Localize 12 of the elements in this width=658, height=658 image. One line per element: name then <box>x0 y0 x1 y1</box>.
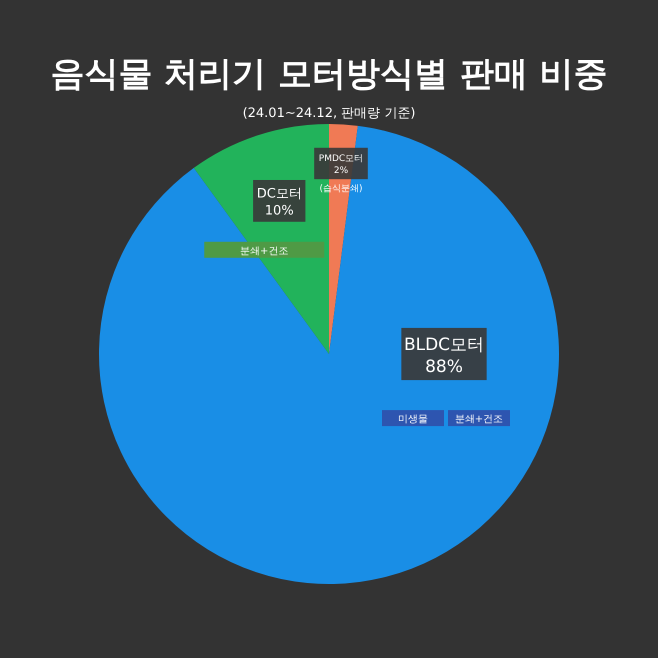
slice-label: DC모터 <box>256 186 302 202</box>
data-label: 10% <box>264 204 294 219</box>
data-label: 88% <box>425 356 463 377</box>
title: 음식물 처리기 모터방식별 판매 비중 <box>50 54 608 94</box>
slice-label: PMDC모터 <box>318 154 364 164</box>
annotation: 분쇄+건조 <box>204 242 324 258</box>
data-label: 2% <box>334 166 349 176</box>
annotation: 분쇄+건조 <box>448 410 510 426</box>
annotation: 미생물 <box>382 410 444 426</box>
annotation: (습식분쇄) <box>319 184 362 194</box>
subtitle: (24.01~24.12, 판매량 기준) <box>242 106 416 121</box>
slice-label: BLDC모터 <box>404 334 484 355</box>
